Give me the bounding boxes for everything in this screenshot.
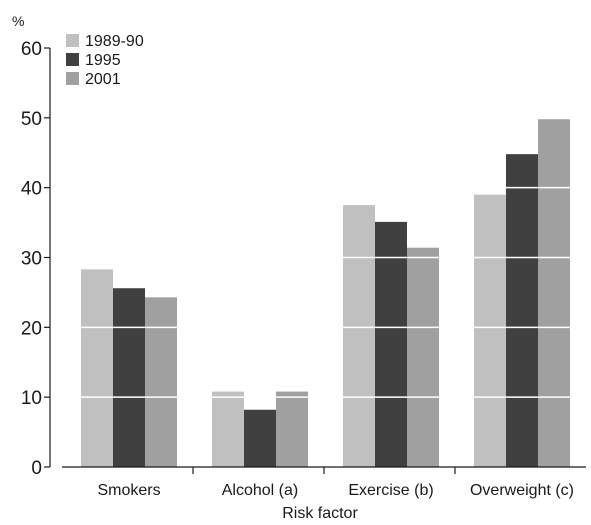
bar-2001-smokers (145, 297, 177, 467)
y-tick-label: 40 (21, 179, 42, 200)
y-tick-label: 50 (21, 109, 42, 130)
y-tick-label: 60 (21, 39, 42, 60)
gridlines (51, 117, 591, 398)
bar-1989-90-alcohol-a (212, 391, 244, 467)
x-category-label: Exercise (b) (348, 482, 433, 499)
bar-1989-90-exercise-b (343, 205, 375, 467)
bar-2001-overweight-c (538, 119, 570, 467)
bar-2001-alcohol-a (276, 391, 308, 467)
bar-1995-overweight-c (506, 154, 538, 467)
x-category-label: Smokers (97, 482, 160, 499)
legend-swatch (66, 72, 79, 85)
legend-swatch (66, 53, 79, 66)
legend: 1989-90 1995 2001 (66, 33, 144, 88)
x-axis-title: Risk factor (282, 505, 358, 522)
bar-1995-smokers (113, 288, 145, 467)
legend-swatch (66, 34, 79, 47)
plot-area (81, 119, 570, 467)
bar-1989-90-smokers (81, 269, 113, 467)
y-tick-label: 10 (21, 388, 42, 409)
x-category-label: Alcohol (a) (222, 482, 298, 499)
x-axis-category-labels: Smokers Alcohol (a) Exercise (b) Overweight… (97, 467, 574, 499)
bar-1995-alcohol-a (244, 409, 276, 467)
y-tick-label: 0 (31, 458, 42, 479)
y-tick-label: 20 (21, 318, 42, 339)
y-tick-label: 30 (21, 249, 42, 270)
bar-1989-90-overweight-c (474, 194, 506, 467)
legend-label: 2001 (85, 71, 121, 88)
bar-1995-exercise-b (375, 221, 407, 467)
y-axis-unit-label: % (12, 13, 24, 29)
legend-label: 1995 (85, 52, 121, 69)
x-category-label: Overweight (c) (470, 482, 574, 499)
legend-label: 1989-90 (85, 33, 144, 50)
bar-2001-exercise-b (407, 247, 439, 467)
y-axis-ticks: 0 10 20 30 40 50 60 (21, 39, 50, 479)
